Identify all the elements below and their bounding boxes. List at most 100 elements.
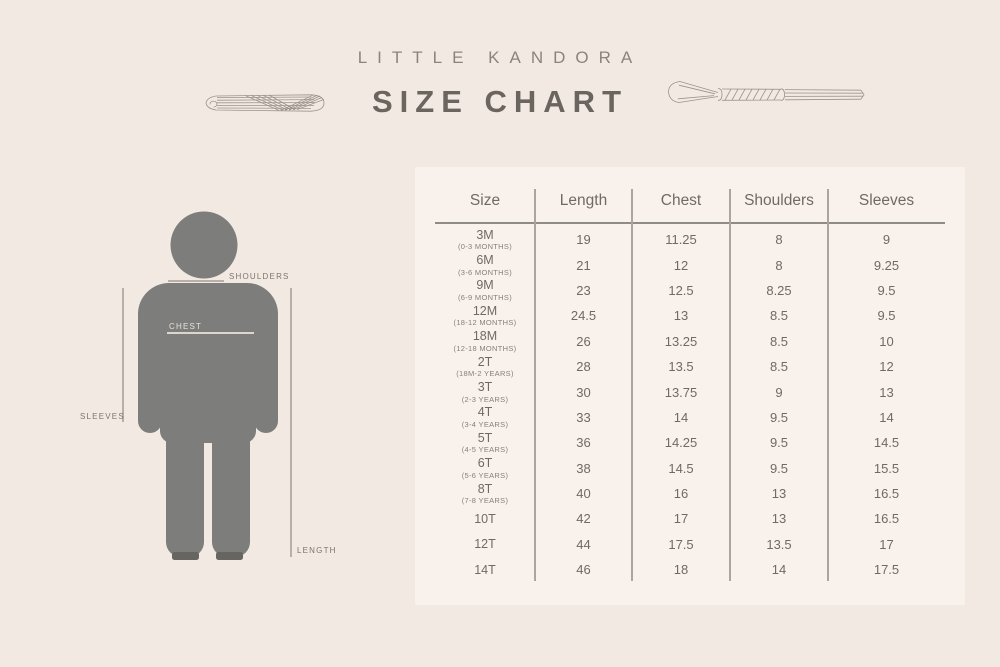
column-divider [827,189,829,581]
chest-value: 13.5 [668,359,694,375]
chest-value: 14.25 [664,435,698,451]
age-range: (3-6 MONTHS) [457,267,513,277]
age-range: (3-4 YEARS) [461,419,509,429]
length-value: 33 [576,409,591,425]
size-value: 12T [474,537,496,552]
shoulders-value: 13 [771,486,787,502]
size-value: 8T [477,481,493,496]
size-value: 10T [474,511,496,526]
length-value: 23 [576,282,591,298]
shoulders-value: 9.5 [769,460,789,476]
column-header-length: Length [559,192,608,209]
table-row: 10T 42 17 13 16.5 [435,506,945,531]
sleeves-value: 14.5 [873,435,900,451]
silhouette-right-arm [254,305,278,433]
chest-value: 17.5 [668,536,694,552]
silhouette-right-leg [212,370,250,557]
silhouette-left-leg [166,370,204,557]
column-divider [534,189,536,581]
shoulders-value: 8.5 [769,308,789,324]
size-value: 2T [477,354,493,369]
shoulders-value: 8.5 [769,359,789,375]
sleeves-measure-line [122,288,124,422]
size-value: 3T [477,380,493,395]
table-row: 2T (18M-2 YEARS) 28 13.5 8.5 12 [435,354,945,379]
sleeves-value: 17.5 [873,562,900,578]
sleeves-value: 9.5 [877,282,896,298]
sleeves-value: 16.5 [873,511,900,527]
length-label: LENGTH [297,546,337,555]
column-header-chest: Chest [660,192,702,209]
sleeves-value: 14 [879,409,894,425]
table-row: 12M (18-12 MONTHS) 24.5 13 8.5 9.5 [435,303,945,328]
length-value: 26 [576,333,591,349]
sleeves-value: 9.25 [873,257,900,273]
size-cell: 5T (4-5 YEARS) [435,432,535,454]
shoulders-value: 8 [775,257,783,273]
sleeves-value: 10 [879,333,894,349]
sleeves-label: SLEEVES [80,412,125,421]
age-range: (4-5 YEARS) [461,445,509,455]
sleeves-value: 15.5 [873,460,900,476]
size-value: 3M [476,227,494,242]
sleeves-value: 9 [882,232,891,248]
age-range: (2-3 YEARS) [461,394,509,404]
chest-value: 13.25 [664,333,698,349]
size-cell: 3M (0-3 MONTHS) [435,229,535,251]
size-cell: 12T [435,538,535,551]
page-title: SIZE CHART [372,84,628,119]
size-value: 5T [477,430,493,445]
age-range: (12-18 MONTHS) [453,343,517,353]
table-row: 4T (3-4 YEARS) 33 14 9.5 14 [435,405,945,430]
table-row: 3T (2-3 YEARS) 30 13.75 9 13 [435,379,945,404]
size-cell: 9M (6-9 MONTHS) [435,279,535,301]
table-row: 5T (4-5 YEARS) 36 14.25 9.5 14.5 [435,430,945,455]
length-value: 19 [576,232,591,248]
size-table-body: 3M (0-3 MONTHS) 19 11.25 8 9 6M (3-6 MONTHS) 21 1… [435,227,945,582]
shoulders-value: 9 [775,384,783,400]
rope-tassel-icon [668,81,865,103]
shoulders-value: 8.25 [766,282,792,298]
sleeves-value: 13 [879,384,894,400]
age-range: (18M-2 YEARS) [456,369,514,379]
table-row: 14T 46 18 14 17.5 [435,557,945,582]
sleeves-value: 16.5 [873,486,900,502]
size-value: 6M [476,253,494,268]
shoulders-value: 14 [771,562,787,578]
age-range: (7-8 YEARS) [461,496,509,506]
size-value: 9M [476,278,494,293]
length-value: 36 [576,435,591,451]
size-cell: 8T (7-8 YEARS) [435,483,535,505]
length-value: 44 [576,536,591,552]
size-cell: 12M (18-12 MONTHS) [435,305,535,327]
table-row: 18M (12-18 MONTHS) 26 13.25 8.5 10 [435,329,945,354]
length-value: 38 [576,460,591,476]
size-cell: 18M (12-18 MONTHS) [435,330,535,352]
size-cell: 2T (18M-2 YEARS) [435,356,535,378]
length-value: 40 [576,486,591,502]
size-value: 14T [474,562,496,577]
chest-value: 17 [673,511,689,527]
chest-label: CHEST [169,322,203,331]
chest-value: 16 [673,486,689,502]
chest-value: 14 [673,409,689,425]
length-value: 30 [576,384,591,400]
child-silhouette [138,211,278,560]
chest-value: 14.5 [668,460,694,476]
sleeves-value: 17 [879,536,894,552]
age-range: (6-9 MONTHS) [457,292,513,302]
column-header-shoulders: Shoulders [744,192,814,209]
length-measure-line [290,288,292,557]
size-cell: 10T [435,513,535,526]
size-value: 6T [477,456,493,471]
sleeves-value: 9.5 [877,308,896,324]
shoulders-value: 13.5 [766,536,792,552]
size-cell: 6M (3-6 MONTHS) [435,254,535,276]
shoulders-value: 13 [771,511,787,527]
brand-title: LITTLE KANDORA [357,48,643,67]
table-row: 8T (7-8 YEARS) 40 16 13 16.5 [435,481,945,506]
column-header-sleeves: Sleeves [858,192,915,209]
chest-value: 13 [673,308,689,324]
table-row: 3M (0-3 MONTHS) 19 11.25 8 9 [435,227,945,252]
